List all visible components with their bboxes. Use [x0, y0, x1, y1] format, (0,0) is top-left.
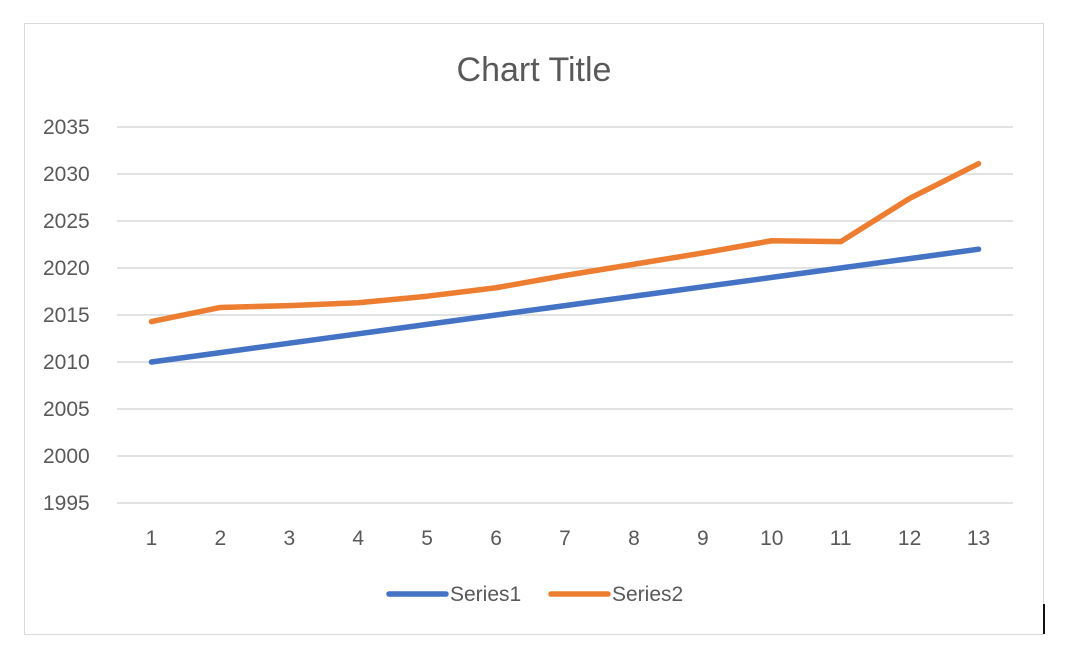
x-tick-label: 5	[421, 527, 433, 550]
frame-edge-mark	[1043, 604, 1045, 634]
x-tick-label: 12	[898, 527, 921, 550]
x-tick-label: 9	[697, 527, 709, 550]
chart-title: Chart Title	[457, 51, 612, 89]
legend-label: Series1	[450, 583, 521, 606]
y-tick-label: 2010	[43, 351, 90, 374]
x-tick-label: 10	[760, 527, 783, 550]
x-tick-label: 13	[967, 527, 990, 550]
chart-area	[24, 23, 1044, 635]
legend: Series1 Series2	[386, 583, 683, 606]
x-tick-label: 3	[283, 527, 295, 550]
legend-label: Series2	[612, 583, 683, 606]
gridlines	[117, 126, 1013, 504]
y-tick-label: 2025	[43, 210, 90, 233]
x-tick-label: 8	[628, 527, 640, 550]
y-tick-label: 2015	[43, 304, 90, 327]
y-tick-label: 2020	[43, 257, 90, 280]
series-line-1	[148, 246, 982, 365]
series-line-2	[148, 160, 982, 325]
y-tick-label: 2000	[43, 445, 90, 468]
x-tick-label: 2	[215, 527, 227, 550]
x-tick-label: 7	[559, 527, 571, 550]
series-lines	[148, 160, 982, 365]
y-tick-label: 1995	[43, 492, 90, 515]
x-tick-label: 4	[352, 527, 364, 550]
y-tick-label: 2030	[43, 163, 90, 186]
y-axis-labels: 1995 2000 2005 2010 2015 2020 2025 2030 2035	[43, 116, 90, 515]
y-tick-label: 2035	[43, 116, 90, 139]
x-axis-labels: 1 2 3 4 5 6 7 8 9 10 11 12 13	[146, 527, 991, 550]
x-tick-label: 1	[146, 527, 158, 550]
y-tick-label: 2005	[43, 398, 90, 421]
x-tick-label: 11	[830, 527, 852, 550]
x-tick-label: 6	[490, 527, 502, 550]
